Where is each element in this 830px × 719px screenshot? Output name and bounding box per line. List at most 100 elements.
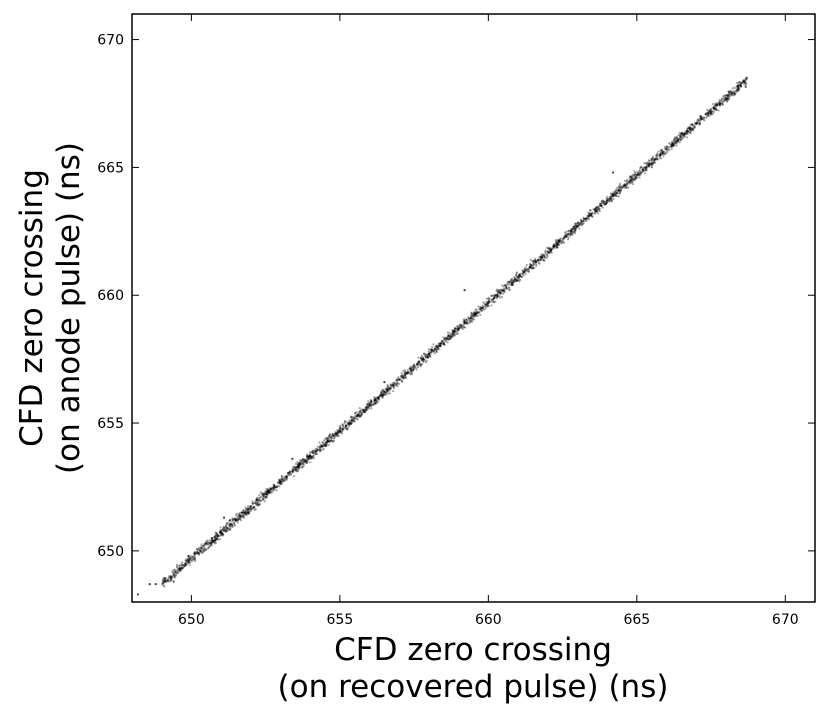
density-point xyxy=(395,383,398,386)
density-point xyxy=(391,381,394,385)
density-point xyxy=(658,154,662,157)
density-point xyxy=(544,256,547,259)
density-point xyxy=(457,329,461,332)
density-point xyxy=(422,352,426,355)
density-point xyxy=(215,532,219,535)
density-point xyxy=(675,144,678,147)
density-point xyxy=(321,445,324,448)
density-point xyxy=(330,437,334,440)
density-point xyxy=(537,258,540,261)
density-point xyxy=(174,575,177,578)
density-point xyxy=(229,523,232,526)
density-point xyxy=(269,487,272,490)
density-point xyxy=(431,349,434,352)
density-point xyxy=(452,330,455,333)
density-point xyxy=(630,179,634,182)
density-point xyxy=(382,392,385,395)
density-point xyxy=(714,106,717,109)
density-point xyxy=(534,259,537,262)
density-point xyxy=(176,569,180,572)
density-point xyxy=(674,141,677,144)
density-point xyxy=(341,424,345,428)
density-point xyxy=(625,186,628,189)
data-point xyxy=(457,327,460,330)
density-point xyxy=(531,264,535,267)
density-point xyxy=(688,127,691,130)
density-point xyxy=(306,455,309,459)
density-point xyxy=(185,559,188,563)
density-point xyxy=(242,511,246,514)
density-point xyxy=(527,270,530,273)
density-point xyxy=(248,506,252,509)
density-point xyxy=(380,390,384,393)
density-point xyxy=(258,499,261,503)
density-point xyxy=(182,564,185,567)
density-point xyxy=(211,540,214,543)
density-point xyxy=(246,512,249,515)
density-point xyxy=(311,451,314,455)
density-point xyxy=(560,241,564,244)
density-point xyxy=(214,541,218,544)
density-point xyxy=(369,399,372,402)
density-point xyxy=(210,540,214,543)
density-point xyxy=(553,246,556,250)
density-point xyxy=(610,194,613,197)
density-point xyxy=(286,472,290,475)
density-point xyxy=(737,89,740,93)
density-point xyxy=(724,98,727,101)
density-point xyxy=(556,243,560,247)
density-point xyxy=(574,229,577,232)
density-point xyxy=(575,225,578,228)
density-point xyxy=(589,212,592,216)
data-point xyxy=(641,168,644,172)
density-point xyxy=(600,200,603,203)
density-point xyxy=(255,498,258,501)
density-point xyxy=(615,191,618,195)
density-point xyxy=(161,581,165,585)
density-point xyxy=(363,411,366,414)
density-point xyxy=(615,194,619,198)
density-point xyxy=(578,222,581,225)
data-point xyxy=(564,235,567,238)
data-point xyxy=(683,133,686,136)
density-point xyxy=(362,409,365,413)
density-point xyxy=(549,249,552,253)
density-point xyxy=(384,387,387,390)
density-point xyxy=(683,132,686,135)
density-point xyxy=(682,134,685,138)
density-point xyxy=(253,508,256,512)
density-point xyxy=(265,495,268,499)
density-point xyxy=(683,134,686,137)
density-point xyxy=(708,109,712,113)
density-point xyxy=(326,438,329,441)
density-point xyxy=(337,429,340,432)
density-point xyxy=(609,197,612,200)
density-point xyxy=(530,266,533,269)
density-point xyxy=(455,327,458,330)
density-point xyxy=(276,481,280,484)
density-point xyxy=(218,531,221,534)
density-point xyxy=(736,85,739,88)
density-point xyxy=(229,525,232,528)
data-point xyxy=(261,493,264,496)
density-point xyxy=(455,329,458,332)
density-point xyxy=(640,171,643,174)
density-point xyxy=(542,259,545,262)
density-point xyxy=(334,434,337,438)
density-point xyxy=(388,386,391,389)
density-point xyxy=(650,159,653,162)
density-point xyxy=(707,114,710,117)
density-point xyxy=(420,358,423,362)
density-point xyxy=(634,176,637,179)
density-point xyxy=(297,467,300,470)
density-point xyxy=(325,438,329,441)
density-point xyxy=(174,574,178,577)
density-point xyxy=(265,489,268,493)
density-point xyxy=(578,223,581,226)
density-point xyxy=(538,262,541,265)
density-point xyxy=(551,247,554,250)
density-point xyxy=(548,246,551,249)
density-point xyxy=(686,130,690,134)
density-point xyxy=(519,274,522,278)
data-point xyxy=(392,383,395,386)
